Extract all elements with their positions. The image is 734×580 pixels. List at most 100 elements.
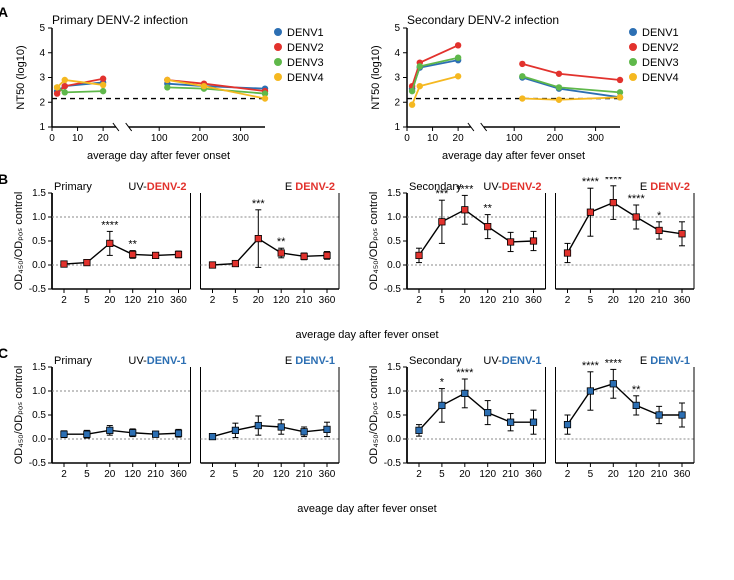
- svg-text:20: 20: [453, 133, 465, 144]
- svg-text:20: 20: [98, 133, 110, 144]
- svg-text:200: 200: [547, 133, 564, 144]
- svg-text:0.0: 0.0: [387, 260, 401, 271]
- svg-text:5: 5: [233, 295, 239, 306]
- row-a: A Primary DENV-2 infection12345010201002…: [10, 10, 724, 165]
- svg-text:2: 2: [394, 97, 400, 108]
- svg-text:*: *: [657, 210, 662, 222]
- svg-text:***: ***: [252, 198, 266, 210]
- svg-text:OD₄₅₀/ODₚₒₛ control: OD₄₅₀/ODₚₒₛ control: [13, 366, 25, 465]
- svg-text:10: 10: [72, 133, 84, 144]
- svg-text:210: 210: [651, 295, 668, 306]
- chart-a-primary: Primary DENV-2 infection1234501020100200…: [10, 10, 345, 165]
- svg-text:UV-DENV-1: UV-DENV-1: [483, 355, 541, 367]
- svg-text:120: 120: [479, 295, 496, 306]
- svg-text:-0.5: -0.5: [29, 458, 47, 469]
- xlabel-b: average day after fever onset: [10, 329, 724, 341]
- svg-text:1: 1: [39, 122, 45, 133]
- svg-text:DENV3: DENV3: [642, 57, 679, 69]
- svg-text:120: 120: [273, 469, 290, 480]
- svg-text:20: 20: [104, 469, 116, 480]
- svg-text:360: 360: [170, 469, 187, 480]
- svg-text:2: 2: [565, 469, 571, 480]
- svg-text:5: 5: [394, 23, 400, 34]
- chart-c-primary: -0.50.00.51.01.5PrimaryOD₄₅₀/ODₚₒₛ contr…: [10, 351, 345, 491]
- panel-a-secondary: Secondary DENV-2 infection12345010201002…: [365, 10, 700, 165]
- svg-text:20: 20: [608, 295, 620, 306]
- svg-text:-0.5: -0.5: [29, 284, 47, 295]
- svg-text:5: 5: [588, 295, 594, 306]
- svg-text:20: 20: [459, 295, 471, 306]
- svg-text:5: 5: [233, 469, 239, 480]
- svg-text:average day after fever onset: average day after fever onset: [442, 150, 585, 162]
- svg-text:Secondary DENV-2 infection: Secondary DENV-2 infection: [407, 13, 559, 27]
- svg-text:0.5: 0.5: [32, 236, 46, 247]
- svg-text:2: 2: [39, 97, 45, 108]
- panel-a-primary: A Primary DENV-2 infection12345010201002…: [10, 10, 345, 165]
- svg-text:100: 100: [151, 133, 168, 144]
- svg-text:OD₄₅₀/ODₚₒₛ control: OD₄₅₀/ODₚₒₛ control: [368, 192, 380, 291]
- svg-text:300: 300: [587, 133, 604, 144]
- svg-text:-0.5: -0.5: [384, 284, 402, 295]
- svg-text:1.5: 1.5: [32, 362, 46, 373]
- svg-text:20: 20: [253, 295, 265, 306]
- chart-a-secondary: Secondary DENV-2 infection12345010201002…: [365, 10, 700, 165]
- svg-text:100: 100: [506, 133, 523, 144]
- svg-text:0.0: 0.0: [32, 434, 46, 445]
- svg-text:4: 4: [394, 48, 400, 59]
- svg-text:5: 5: [588, 469, 594, 480]
- svg-text:5: 5: [439, 469, 445, 480]
- svg-text:2: 2: [416, 469, 422, 480]
- svg-text:0.0: 0.0: [387, 434, 401, 445]
- svg-text:DENV4: DENV4: [287, 72, 324, 84]
- svg-text:120: 120: [479, 469, 496, 480]
- svg-text:E DENV-2: E DENV-2: [285, 181, 335, 193]
- svg-text:210: 210: [296, 295, 313, 306]
- svg-text:E DENV-2: E DENV-2: [640, 181, 690, 193]
- svg-text:****: ****: [582, 360, 600, 372]
- panel-c-secondary: -0.50.00.51.01.5SecondaryOD₄₅₀/ODₚₒₛ con…: [365, 351, 700, 491]
- svg-text:360: 360: [674, 469, 691, 480]
- svg-text:360: 360: [319, 295, 336, 306]
- svg-text:**: **: [483, 203, 492, 215]
- chart-b-primary: -0.50.00.51.01.5PrimaryOD₄₅₀/ODₚₒₛ contr…: [10, 177, 345, 317]
- svg-text:360: 360: [674, 295, 691, 306]
- svg-text:210: 210: [502, 469, 519, 480]
- chart-b-secondary: -0.50.00.51.01.5SecondaryOD₄₅₀/ODₚₒₛ con…: [365, 177, 700, 317]
- svg-text:360: 360: [170, 295, 187, 306]
- panel-letter-c: C: [0, 345, 8, 361]
- svg-text:5: 5: [39, 23, 45, 34]
- svg-text:1.0: 1.0: [32, 212, 46, 223]
- xlabel-c: aveage day after fever onset: [10, 503, 724, 515]
- svg-text:E DENV-1: E DENV-1: [640, 355, 690, 367]
- svg-text:10: 10: [427, 133, 439, 144]
- svg-text:UV-DENV-1: UV-DENV-1: [128, 355, 186, 367]
- panel-c-primary: C -0.50.00.51.01.5PrimaryOD₄₅₀/ODₚₒₛ con…: [10, 351, 345, 491]
- svg-text:*: *: [440, 377, 445, 389]
- svg-text:20: 20: [608, 469, 620, 480]
- svg-text:4: 4: [39, 48, 45, 59]
- svg-text:1.5: 1.5: [387, 188, 401, 199]
- svg-text:200: 200: [192, 133, 209, 144]
- panel-b-primary: B -0.50.00.51.01.5PrimaryOD₄₅₀/ODₚₒₛ con…: [10, 177, 345, 317]
- svg-text:DENV3: DENV3: [287, 57, 324, 69]
- svg-text:120: 120: [124, 295, 141, 306]
- svg-text:0.5: 0.5: [387, 236, 401, 247]
- svg-text:****: ****: [456, 367, 474, 379]
- svg-text:0.0: 0.0: [32, 260, 46, 271]
- svg-text:2: 2: [416, 295, 422, 306]
- figure: A Primary DENV-2 infection12345010201002…: [10, 10, 724, 515]
- svg-text:Primary DENV-2 infection: Primary DENV-2 infection: [52, 13, 188, 27]
- svg-text:5: 5: [84, 469, 90, 480]
- svg-text:DENV1: DENV1: [287, 27, 324, 39]
- row-b: B -0.50.00.51.01.5PrimaryOD₄₅₀/ODₚₒₛ con…: [10, 177, 724, 317]
- svg-text:****: ****: [456, 183, 474, 195]
- svg-text:****: ****: [605, 177, 623, 186]
- svg-text:****: ****: [628, 193, 646, 205]
- svg-text:210: 210: [651, 469, 668, 480]
- chart-c-secondary: -0.50.00.51.01.5SecondaryOD₄₅₀/ODₚₒₛ con…: [365, 351, 700, 491]
- svg-text:Primary: Primary: [54, 181, 92, 193]
- svg-text:2: 2: [210, 469, 216, 480]
- svg-text:average day after fever onset: average day after fever onset: [87, 150, 230, 162]
- svg-text:UV-DENV-2: UV-DENV-2: [128, 181, 186, 193]
- svg-text:0.5: 0.5: [387, 410, 401, 421]
